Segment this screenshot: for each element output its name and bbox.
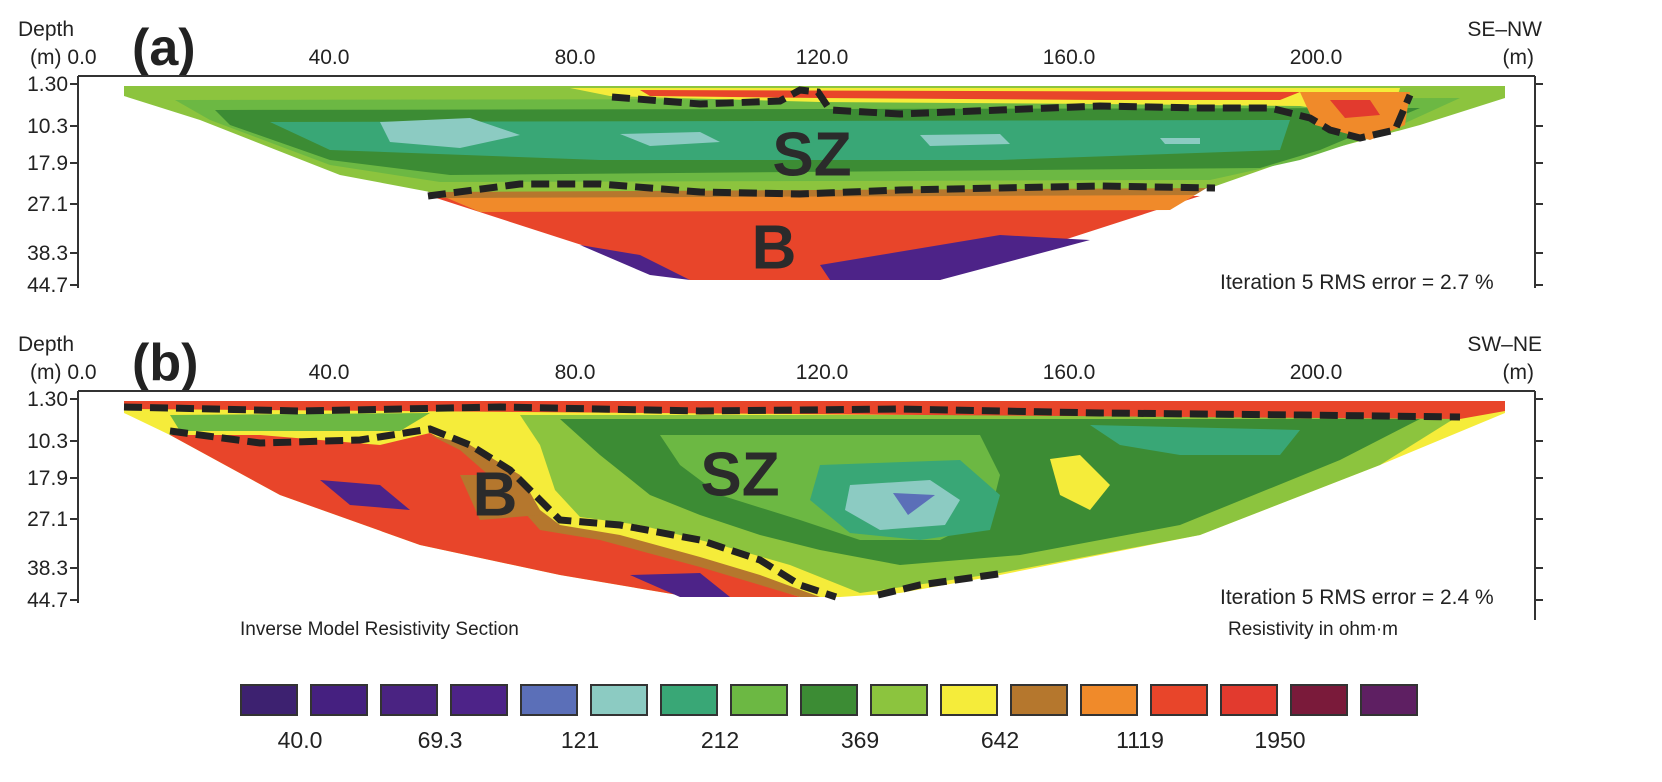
band-right-yellow	[1050, 455, 1110, 510]
band-bedrock-purple-left	[580, 245, 690, 280]
legend-value: 1950	[1254, 727, 1306, 753]
legend-title-left: Inverse Model Resistivity Section	[240, 619, 519, 640]
band-cyan-1	[380, 118, 520, 148]
legend-value: 212	[700, 727, 740, 753]
legend-swatch	[520, 684, 578, 716]
band-b-core	[460, 475, 540, 520]
x-tick: 160.0	[1042, 361, 1096, 384]
x-tick: 120.0	[795, 361, 849, 384]
band-top-left-green	[170, 413, 430, 431]
band-brown-b	[430, 435, 820, 597]
legend-value: 369	[840, 727, 880, 753]
legend-value: 69.3	[417, 727, 463, 753]
legend-title-right: Resistivity in ohm·m	[1228, 619, 1398, 640]
legend-swatch	[1220, 684, 1278, 716]
band-bedrock-orange	[440, 195, 1195, 212]
x-tick: 0.0	[67, 46, 97, 69]
legend-value: 40.0	[277, 727, 323, 753]
legend-swatch	[1290, 684, 1348, 716]
legend-swatch	[870, 684, 928, 716]
boundary-bedrock-b-right	[877, 569, 1006, 599]
legend-swatch	[660, 684, 718, 716]
legend-swatch	[1080, 684, 1138, 716]
zone-label-b: B	[472, 460, 518, 530]
legend-swatch	[590, 684, 648, 716]
y-tick: 27.1	[27, 508, 68, 531]
legend-value: 1119	[1116, 727, 1164, 753]
legend-swatch	[1150, 684, 1208, 716]
band-cyan-2	[620, 132, 720, 146]
color-legend: Inverse Model Resistivity Section Resist…	[0, 619, 1662, 782]
resistivity-section-b	[70, 390, 1543, 620]
y-tick: 10.3	[27, 115, 68, 138]
rms-error-label: Iteration 5 RMS error = 2.7 %	[1220, 271, 1494, 294]
section-panel-b: Depth (m) SW–NE (m) (b) 0.0 40.0 80.0 12…	[0, 333, 1662, 665]
depth-unit: (m)	[30, 46, 62, 69]
y-tick: 44.7	[27, 274, 68, 297]
y-tick: 27.1	[27, 193, 68, 216]
legend-swatch	[310, 684, 368, 716]
boundary-top	[611, 86, 1414, 142]
y-tick: 44.7	[27, 589, 68, 612]
x-tick: 200.0	[1289, 46, 1343, 69]
x-tick: 80.0	[554, 46, 596, 69]
axis-ticks	[70, 83, 1543, 286]
band-green-core	[270, 120, 1290, 160]
legend-swatch	[1010, 684, 1068, 716]
x-tick: 0.0	[67, 361, 97, 384]
y-tick: 1.30	[27, 388, 68, 411]
legend-swatch	[730, 684, 788, 716]
band-blue-core	[893, 493, 935, 515]
legend-value: 642	[980, 727, 1020, 753]
depth-title: Depth	[18, 333, 75, 356]
y-tick: 38.3	[27, 242, 68, 265]
x-tick: 160.0	[1042, 46, 1096, 69]
panel-label: (b)	[132, 334, 199, 392]
depth-title: Depth	[18, 18, 75, 41]
y-tick: 17.9	[27, 467, 68, 490]
boundary-bedrock-b	[169, 425, 838, 601]
zone-label-sz: SZ	[700, 440, 780, 510]
panel-label: (a)	[132, 19, 196, 77]
x-tick: 40.0	[308, 46, 350, 69]
legend-swatch	[1360, 684, 1418, 716]
axis-ticks	[70, 398, 1543, 601]
band-right-teal	[1090, 425, 1300, 455]
depth-unit: (m)	[30, 361, 62, 384]
rms-error-label: Iteration 5 RMS error = 2.4 %	[1220, 586, 1494, 609]
zone-label-b: B	[751, 213, 797, 283]
legend-swatch	[800, 684, 858, 716]
x-tick: 40.0	[308, 361, 350, 384]
y-tick: 38.3	[27, 557, 68, 580]
direction-unit: (m)	[1502, 46, 1534, 69]
band-cyan-4	[1160, 138, 1200, 144]
y-tick: 17.9	[27, 152, 68, 175]
direction-label: SE–NW	[1467, 18, 1542, 41]
x-tick: 200.0	[1289, 361, 1343, 384]
direction-label: SW–NE	[1467, 333, 1542, 356]
boundary-shallow	[123, 403, 1461, 421]
band-left-purple	[320, 480, 410, 510]
band-top-anomaly-core	[1330, 100, 1380, 118]
band-cyan-3	[920, 134, 1010, 146]
band-bedrock-deep	[430, 196, 1200, 280]
band-bedrock-purple	[820, 235, 1090, 280]
legend-value: 121	[560, 727, 600, 753]
x-tick: 120.0	[795, 46, 849, 69]
y-tick: 10.3	[27, 430, 68, 453]
legend-swatch	[240, 684, 298, 716]
legend-swatch	[380, 684, 438, 716]
resistivity-section-a	[70, 75, 1543, 288]
legend-swatch	[450, 684, 508, 716]
band-bottom-purple	[630, 573, 730, 597]
section-panel-a: Depth (m) SE–NW (m) (a) 0.0 40.0 80.0 12…	[0, 0, 1662, 330]
y-tick: 1.30	[27, 73, 68, 96]
x-tick: 80.0	[554, 361, 596, 384]
boundary-bedrock	[427, 180, 1216, 200]
direction-unit: (m)	[1502, 361, 1534, 384]
legend-swatch	[940, 684, 998, 716]
zone-label-sz: SZ	[772, 120, 852, 190]
